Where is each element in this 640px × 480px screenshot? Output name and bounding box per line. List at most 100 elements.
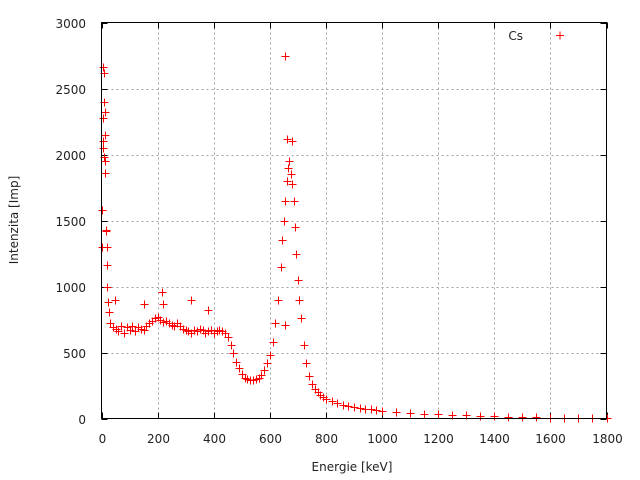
data-point <box>367 405 376 414</box>
x-tick-label: 600 <box>259 432 282 446</box>
data-point <box>283 177 292 186</box>
data-point <box>232 358 241 367</box>
data-point <box>99 63 108 72</box>
data-point <box>235 364 244 373</box>
x-tick-label: 1600 <box>535 432 566 446</box>
data-point <box>295 296 304 305</box>
y-tick-label: 1500 <box>55 215 86 229</box>
y-tick-label: 500 <box>63 347 86 361</box>
data-point <box>277 263 286 272</box>
y-axis-label: Intenzita [Imp] <box>7 176 21 265</box>
plot-frame <box>101 22 607 419</box>
grid-lines <box>101 22 607 419</box>
data-point <box>378 407 387 416</box>
y-tick-labels: 0 500 1000 1500 2000 2500 3000 <box>55 17 86 427</box>
data-point <box>204 306 213 315</box>
data-point <box>126 326 135 335</box>
data-point <box>281 52 290 61</box>
data-point <box>101 131 110 140</box>
data-point <box>168 321 177 330</box>
data-point <box>406 409 415 418</box>
data-point <box>322 395 331 404</box>
data-point <box>102 227 111 236</box>
data-point <box>229 349 238 358</box>
data-point <box>292 250 301 259</box>
data-point <box>344 402 353 411</box>
data-point <box>271 319 280 328</box>
data-point <box>120 329 129 338</box>
data-point <box>241 374 250 383</box>
data-point <box>297 314 306 323</box>
data-point <box>476 412 485 421</box>
data-point <box>288 180 297 189</box>
x-tick-label: 0 <box>99 432 107 446</box>
data-point <box>99 137 108 146</box>
data-point <box>504 413 513 422</box>
data-point <box>285 157 294 166</box>
data-point <box>140 326 149 335</box>
data-point <box>291 223 300 232</box>
x-tick-label: 1800 <box>592 432 623 446</box>
data-point <box>187 296 196 305</box>
y-tick-label: 3000 <box>55 17 86 31</box>
data-point <box>288 137 297 146</box>
series-cs-points <box>98 52 612 423</box>
data-point <box>281 321 290 330</box>
y-tick-label: 0 <box>78 413 86 427</box>
legend: Cs <box>508 29 564 43</box>
data-point <box>227 341 236 350</box>
data-point <box>308 380 317 389</box>
x-tick-label: 1400 <box>479 432 510 446</box>
x-tick-label: 1200 <box>423 432 454 446</box>
data-point <box>280 217 289 226</box>
data-point <box>305 372 314 381</box>
data-point <box>392 408 401 417</box>
y-tick-label: 1000 <box>55 281 86 295</box>
data-point <box>287 170 296 179</box>
data-point <box>112 325 121 334</box>
legend-label-cs: Cs <box>508 29 523 43</box>
data-point <box>260 366 269 375</box>
data-point <box>99 144 108 153</box>
data-point <box>269 338 278 347</box>
y-tick-label: 2000 <box>55 149 86 163</box>
data-point <box>103 261 112 270</box>
data-point <box>518 413 527 422</box>
data-point <box>98 206 107 215</box>
data-point <box>300 341 309 350</box>
data-point <box>266 351 275 360</box>
data-point <box>278 236 287 245</box>
data-point <box>114 327 123 336</box>
x-tick-label: 1000 <box>367 432 398 446</box>
data-point <box>99 114 108 123</box>
data-point <box>420 410 429 419</box>
data-point <box>372 406 381 415</box>
y-tick-label: 2500 <box>55 83 86 97</box>
data-point <box>490 412 499 421</box>
legend-marker-cs <box>556 31 564 40</box>
data-point <box>333 399 342 408</box>
data-point <box>128 322 137 331</box>
data-point <box>140 300 149 309</box>
data-point <box>328 397 337 406</box>
data-point <box>257 371 266 380</box>
data-point <box>101 169 110 178</box>
x-axis-label: Energie [keV] <box>312 460 393 474</box>
data-point <box>103 243 112 252</box>
data-point <box>159 300 168 309</box>
data-point <box>111 296 120 305</box>
data-point <box>339 401 348 410</box>
data-point <box>224 333 233 342</box>
data-point <box>283 135 292 144</box>
x-tick-label: 200 <box>147 432 170 446</box>
data-point <box>274 296 283 305</box>
data-point <box>284 164 293 173</box>
data-point <box>101 157 110 166</box>
x-tick-label: 800 <box>315 432 338 446</box>
data-point <box>158 288 167 297</box>
data-point <box>290 197 299 206</box>
data-point <box>434 410 443 419</box>
data-point <box>350 403 359 412</box>
data-point <box>263 359 272 368</box>
